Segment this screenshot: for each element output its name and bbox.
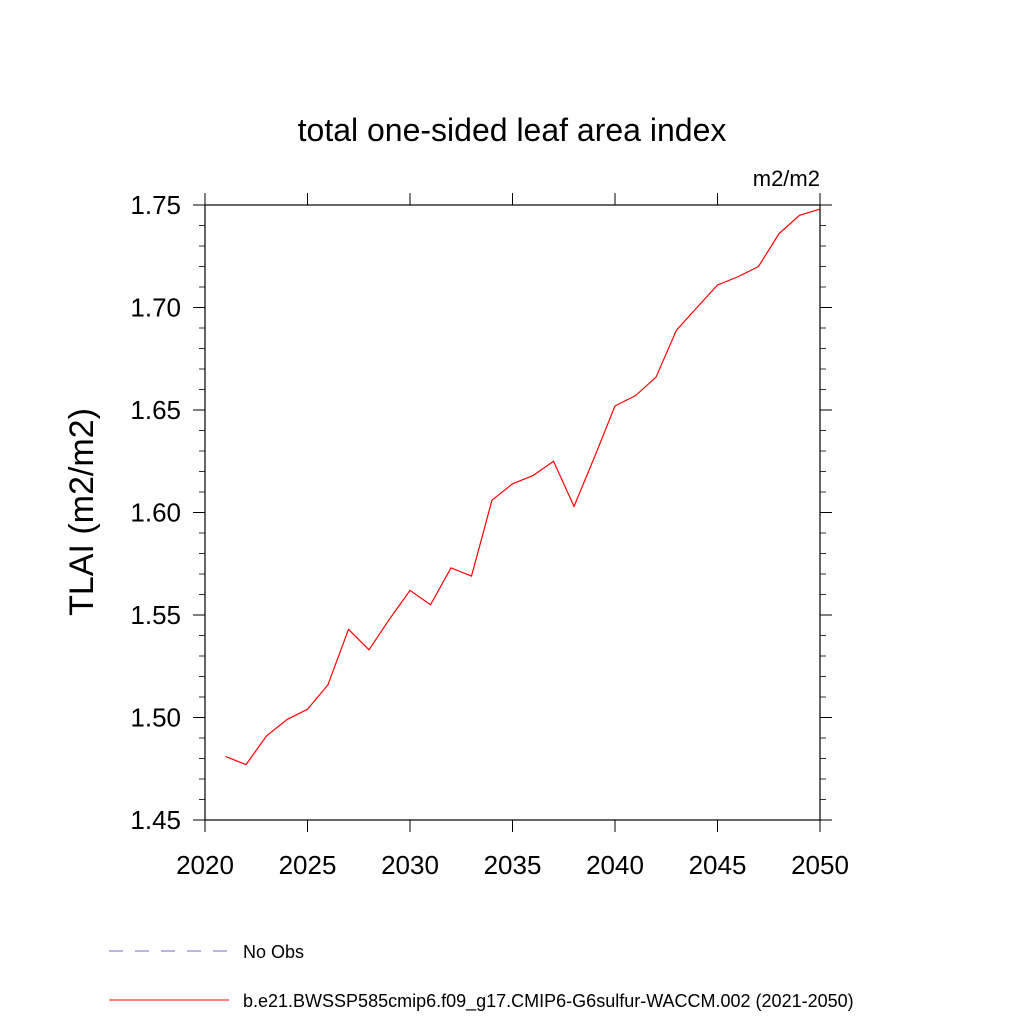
data-point [368, 648, 371, 651]
y-tick-label: 1.50 [130, 703, 181, 733]
data-point [347, 628, 350, 631]
data-point [614, 404, 617, 407]
data-point [757, 265, 760, 268]
data-point [675, 329, 678, 332]
data-point [716, 283, 719, 286]
y-tick-label: 1.55 [130, 600, 181, 630]
data-point [306, 708, 309, 711]
data-point [388, 618, 391, 621]
data-point [224, 755, 227, 758]
data-point [511, 482, 514, 485]
x-tick-label: 2045 [689, 850, 747, 880]
data-point [532, 474, 535, 477]
data-point [573, 505, 576, 508]
chart-title: total one-sided leaf area index [298, 112, 727, 148]
data-point [450, 566, 453, 569]
plot-frame [204, 204, 821, 821]
x-tick-label: 2050 [791, 850, 849, 880]
data-point [429, 603, 432, 606]
y-tick-label: 1.65 [130, 395, 181, 425]
data-point [245, 763, 248, 766]
data-point [286, 718, 289, 721]
data-point [655, 376, 658, 379]
y-tick-label: 1.70 [130, 293, 181, 323]
data-point [819, 208, 822, 211]
y-tick-label: 1.60 [130, 498, 181, 528]
x-tick-label: 2025 [279, 850, 337, 880]
units-label: m2/m2 [753, 166, 820, 191]
data-point [737, 275, 740, 278]
y-tick-label: 1.45 [130, 805, 181, 835]
data-point [409, 589, 412, 592]
x-tick-label: 2035 [484, 850, 542, 880]
data-point [593, 456, 596, 459]
data-point [470, 575, 473, 578]
x-tick-label: 2020 [176, 850, 234, 880]
y-tick-label: 1.75 [130, 190, 181, 220]
data-point [552, 460, 555, 463]
legend-label: b.e21.BWSSP585cmip6.f09_g17.CMIP6-G6sulf… [243, 991, 854, 1012]
series-line-1 [225, 208, 821, 766]
x-tick-label: 2030 [381, 850, 439, 880]
data-point [696, 306, 699, 309]
data-point [327, 683, 330, 686]
data-point [798, 214, 801, 217]
y-axis-label: TLAI (m2/m2) [63, 408, 101, 616]
data-point [491, 499, 494, 502]
x-tick-label: 2040 [586, 850, 644, 880]
data-point [778, 232, 781, 235]
data-point [265, 734, 268, 737]
data-point [634, 394, 637, 397]
legend-label: No Obs [243, 942, 304, 962]
